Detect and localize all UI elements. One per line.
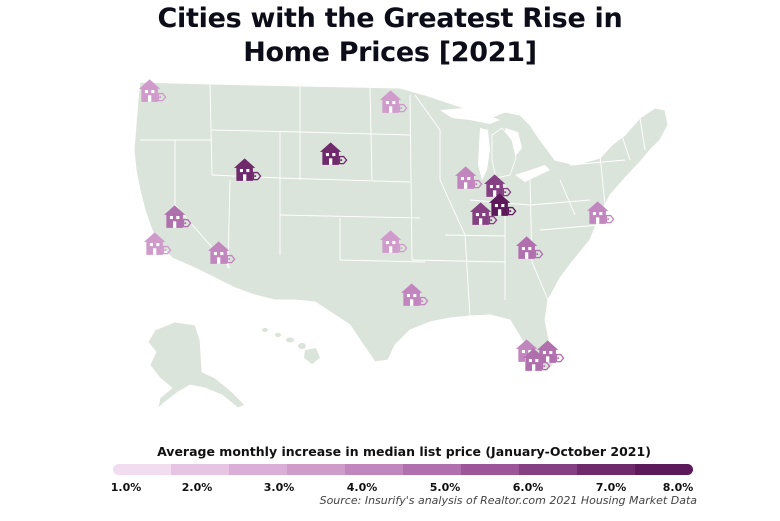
legend-tick-5: 5.0% — [429, 481, 461, 494]
contiguous-us-land — [133, 81, 669, 373]
legend-color-bar — [113, 464, 693, 475]
alaska-land — [147, 321, 246, 410]
legend-segment-6 — [403, 464, 461, 475]
chart-title: Cities with the Greatest Rise in Home Pr… — [0, 2, 780, 70]
lake-erie — [515, 165, 550, 182]
title-line-2: Home Prices [2021] — [243, 37, 537, 68]
legend-tick-4: 4.0% — [346, 481, 378, 494]
legend-tick-1: 1.0% — [110, 481, 142, 494]
state-borders — [140, 83, 646, 317]
legend-segment-5 — [345, 464, 403, 475]
legend-segment-1 — [113, 464, 171, 475]
legend-segment-3 — [229, 464, 287, 475]
legend-segment-10 — [635, 464, 693, 475]
legend-labels: 1.0% 2.0% 3.0% 4.0% 5.0% 6.0% 7.0% 8.0% — [0, 481, 780, 497]
legend-tick-2: 2.0% — [181, 481, 213, 494]
source-note: Source: Insurify's analysis of Realtor.c… — [319, 494, 697, 507]
lake-superior — [440, 108, 500, 124]
legend-segment-7 — [461, 464, 519, 475]
legend-tick-6: 6.0% — [512, 481, 544, 494]
legend-tick-3: 3.0% — [263, 481, 295, 494]
legend-title: Average monthly increase in median list … — [157, 444, 651, 459]
legend-tick-7: 7.0% — [595, 481, 627, 494]
hawaii-land — [262, 328, 320, 364]
legend-segment-4 — [287, 464, 345, 475]
legend-tick-8: 8.0% — [662, 481, 694, 494]
michigan-peninsula — [491, 127, 517, 179]
legend-segment-8 — [519, 464, 577, 475]
legend-segment-9 — [577, 464, 635, 475]
lake-michigan — [478, 128, 490, 180]
legend-segment-2 — [171, 464, 229, 475]
title-line-1: Cities with the Greatest Rise in — [157, 3, 623, 34]
